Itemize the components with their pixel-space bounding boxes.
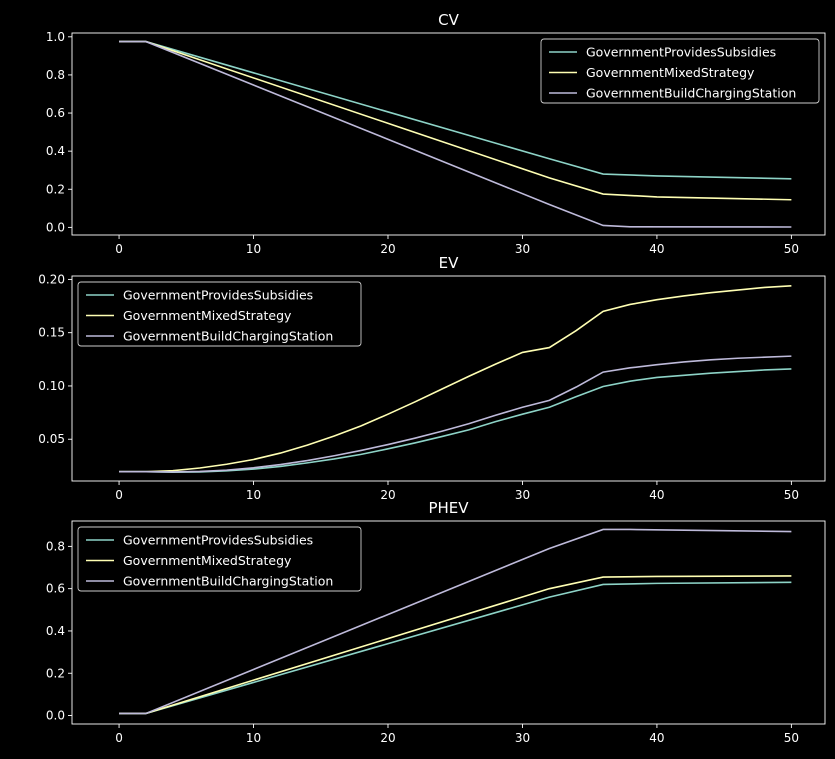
y-tick-label: 0.2 — [46, 666, 65, 680]
subplot-title: CV — [438, 11, 459, 29]
x-tick-label: 0 — [115, 731, 123, 745]
x-tick-label: 30 — [515, 488, 530, 502]
y-tick-label: 1.0 — [46, 30, 65, 44]
legend: GovernmentProvidesSubsidies GovernmentMix… — [540, 38, 820, 104]
legend-label: GovernmentBuildChargingStation — [123, 329, 333, 344]
legend-label: GovernmentMixedStrategy — [586, 65, 755, 80]
x-tick-label: 30 — [515, 731, 530, 745]
legend-box — [540, 38, 820, 104]
y-tick-label: 0.05 — [38, 432, 65, 446]
legend: GovernmentProvidesSubsidies GovernmentMix… — [77, 526, 362, 592]
y-tick-label: 0.8 — [46, 68, 65, 82]
legend: GovernmentProvidesSubsidies GovernmentMix… — [77, 281, 362, 347]
y-tick-label: 0.0 — [46, 220, 65, 234]
x-tick-label: 10 — [246, 488, 261, 502]
y-tick-label: 0.4 — [46, 144, 65, 158]
series-line-governmentbuildchargingstation — [119, 40, 792, 228]
x-tick-label: 10 — [246, 731, 261, 745]
axes-frame — [71, 32, 826, 236]
legend-box — [77, 526, 362, 592]
y-tick-label: 0.6 — [46, 106, 65, 120]
y-tick-label: 0.10 — [38, 379, 65, 393]
axes-frame — [71, 520, 826, 725]
legend-label: GovernmentBuildChargingStation — [123, 574, 333, 589]
series-line-governmentprovidessubsidies — [119, 368, 792, 474]
subplot-cv: CV 0 10 20 30 40 50 0.0 0.2 0.4 0.6 0.8 1.0 Governmen… — [46, 11, 826, 256]
y-tick-label: 0.20 — [38, 272, 65, 286]
x-tick-label: 50 — [784, 488, 799, 502]
series-line-governmentmixedstrategy — [119, 285, 792, 473]
series-line-governmentbuildchargingstation — [119, 355, 792, 473]
subplot-title: EV — [439, 254, 459, 272]
x-tick-label: 50 — [784, 731, 799, 745]
x-tick-label: 20 — [380, 488, 395, 502]
x-tick-label: 0 — [115, 488, 123, 502]
y-tick-label: 0.0 — [46, 709, 65, 723]
legend-label: GovernmentProvidesSubsidies — [586, 45, 776, 60]
y-tick-label: 0.2 — [46, 182, 65, 196]
x-tick-label: 40 — [649, 731, 664, 745]
subplot-ev: EV 0 10 20 30 40 50 0.05 0.10 0.15 0.20 GovernmentP… — [38, 254, 826, 502]
legend-label: GovernmentMixedStrategy — [123, 308, 292, 323]
x-tick-label: 40 — [649, 242, 664, 256]
subplot-phev: PHEV 0 10 20 30 40 50 0.0 0.2 0.4 0.6 0.8 Government… — [46, 499, 826, 745]
legend-label: GovernmentProvidesSubsidies — [123, 288, 313, 303]
x-tick-label: 0 — [115, 242, 123, 256]
x-tick-label: 40 — [649, 488, 664, 502]
x-tick-label: 30 — [515, 242, 530, 256]
legend-label: GovernmentProvidesSubsidies — [123, 533, 313, 548]
x-tick-label: 50 — [784, 242, 799, 256]
y-tick-label: 0.6 — [46, 582, 65, 596]
x-tick-label: 20 — [380, 731, 395, 745]
legend-box — [77, 281, 362, 347]
y-tick-label: 0.8 — [46, 539, 65, 553]
x-tick-label: 20 — [380, 242, 395, 256]
axes-frame — [71, 275, 826, 482]
y-tick-label: 0.4 — [46, 624, 65, 638]
legend-label: GovernmentMixedStrategy — [123, 553, 292, 568]
x-tick-label: 10 — [246, 242, 261, 256]
series-line-governmentbuildchargingstation — [119, 528, 792, 715]
legend-label: GovernmentBuildChargingStation — [586, 86, 796, 101]
subplot-title: PHEV — [428, 499, 469, 517]
y-tick-label: 0.15 — [38, 326, 65, 340]
